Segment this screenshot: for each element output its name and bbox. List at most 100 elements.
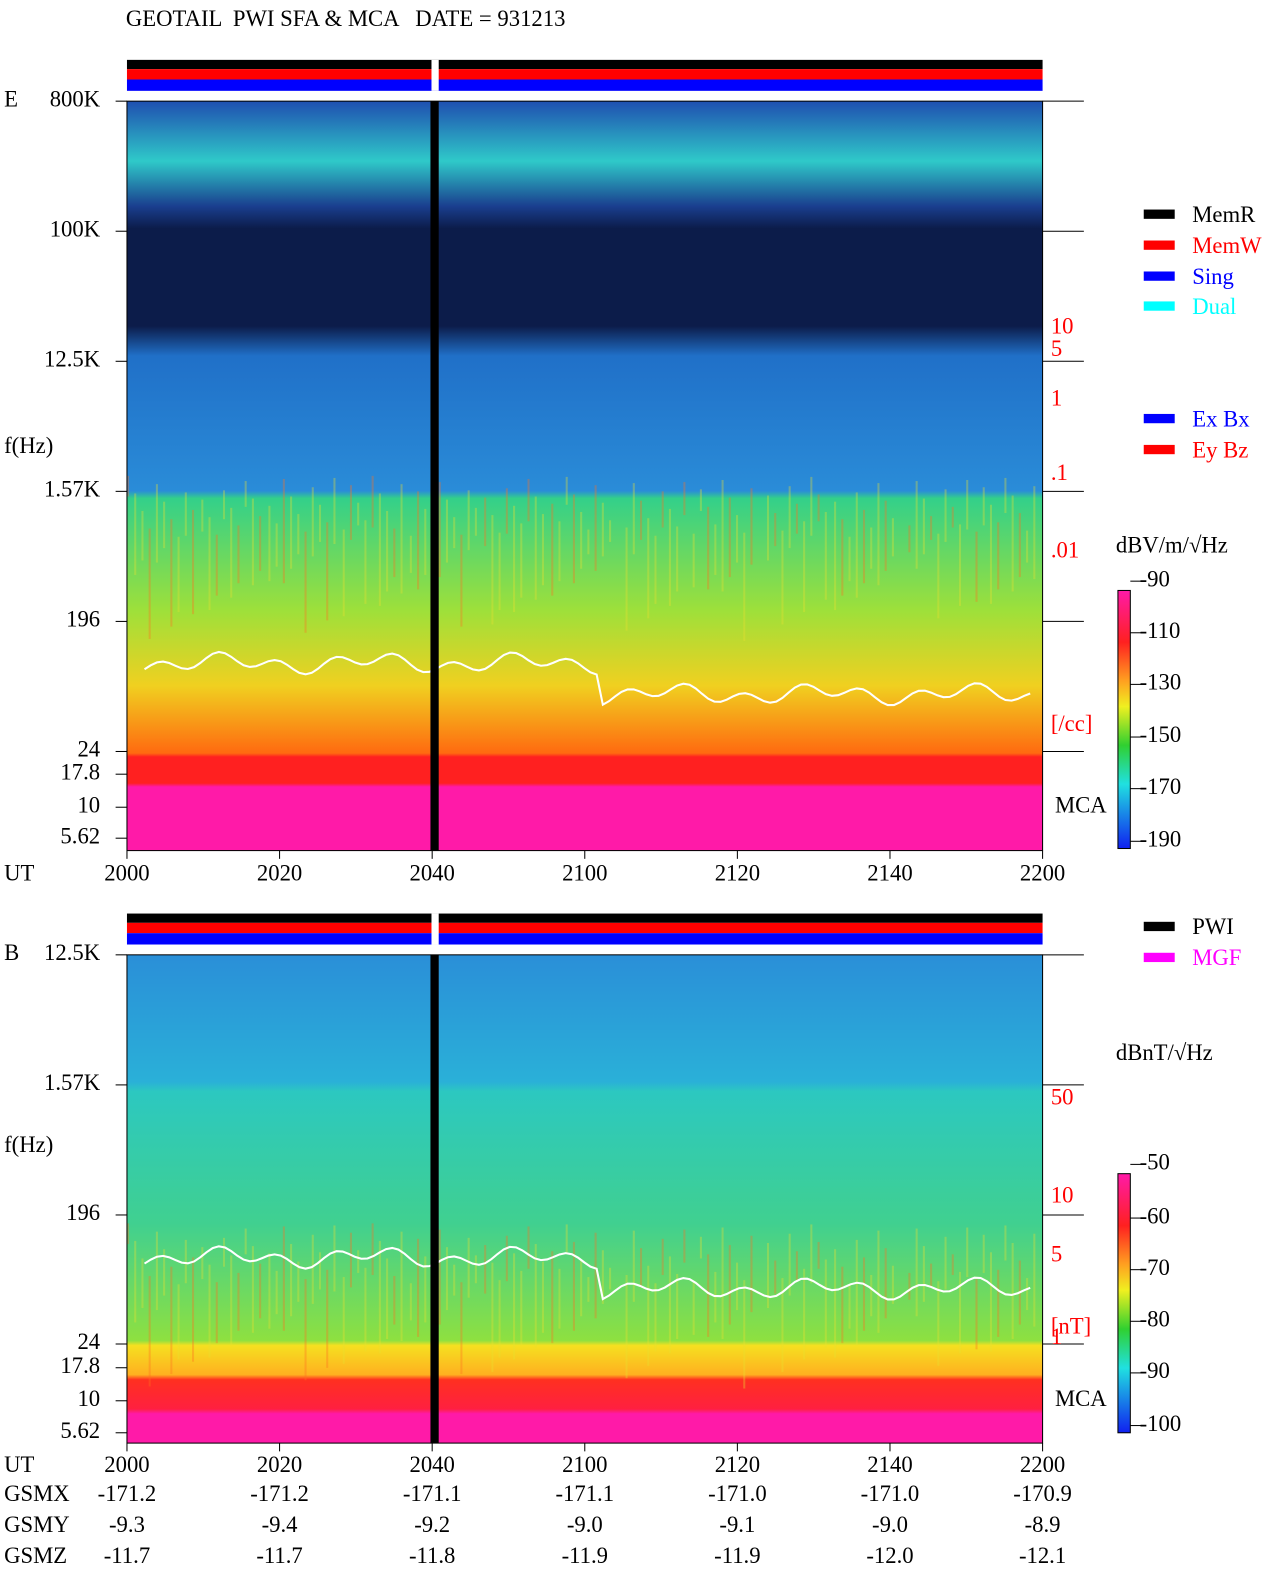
legend-swatch [1143,952,1175,963]
spectrogram-streak [498,532,501,611]
y-tick-label: 800K [50,86,101,111]
orbit-value: -9.1 [719,1512,755,1537]
spectrogram-streak [944,1236,947,1290]
spectrogram-streak [438,482,441,578]
spectrogram-streak [170,1266,173,1375]
y-tick-label: 5.62 [60,823,100,848]
status-bar [126,913,1043,923]
spectrogram-streak [141,510,144,561]
right-tick-label: 10 [1051,1183,1074,1208]
spectrogram-streak [1011,495,1014,592]
x-tick-label: 2200 [1020,1452,1065,1477]
orbit-value: -9.3 [109,1512,145,1537]
spectrogram-streak [966,480,969,530]
spectrogram-streak [163,1249,166,1296]
spectrogram-streak [736,515,739,563]
spectrogram-streak [625,1274,628,1379]
spectrogram-streak [177,1284,180,1360]
spectrogram-streak [774,513,777,547]
spectrogram-streak [275,523,278,567]
orbit-value: -171.0 [708,1481,767,1506]
spectrogram-streak [609,520,612,542]
spectrogram-streak [251,1246,254,1333]
spectrogram-streak [944,489,947,542]
spectrogram-streak [148,528,151,639]
spectrogram-streak [534,1244,537,1348]
spectrogram-streak [326,522,329,621]
orbit-label: GSMY [4,1512,70,1537]
spectrogram-streak [625,527,628,631]
colorbar-tick-label: -110 [1140,618,1181,643]
spectrogram-streak [445,1247,448,1311]
colorbar-tick-label: -60 [1140,1203,1170,1228]
y-tick-label: 12.5K [44,940,101,965]
spectrogram-streak [520,1270,523,1346]
colorbar-tick-label: -170 [1140,774,1182,799]
spectrogram-streak [891,1265,894,1304]
spectrogram-streak [580,1259,583,1317]
spectrogram-streak [937,533,940,619]
spectrogram-streak [484,497,487,547]
spectrogram-streak [558,521,561,582]
spectrogram-streak [781,530,784,625]
spectrogram-streak [326,1269,329,1368]
spectrogram-streak [736,1262,739,1311]
plasma-line [143,650,1031,707]
spectrogram-streak [803,1268,806,1360]
spectrogram-streak [378,493,381,606]
right-tick-label: [nT] [1051,1314,1091,1339]
mca-label: MCA [1055,792,1107,817]
spectrogram-streak [997,1269,1000,1337]
spectrogram-streak [1004,477,1007,514]
spectrogram-streak [192,1257,195,1362]
spectrogram-streak [409,535,412,573]
spectrogram-streak [766,495,770,561]
spectrogram-streak [230,507,233,598]
spectrogram-streak [721,1227,724,1339]
x-axis-label: UT [4,861,34,886]
status-bar [126,69,1043,80]
right-tick-label: 50 [1051,1085,1074,1110]
spectrogram-streak [975,1279,978,1350]
spectrogram-streak [699,1236,702,1259]
spectrogram-streak [975,531,978,602]
spectrogram-streak [126,475,130,497]
colorbar-tick-label: -100 [1140,1411,1182,1436]
x-tick-label: 2020 [257,861,302,886]
spectrogram-streak [870,527,873,569]
spectrogram-streak [609,1267,612,1290]
spectrogram-streak [1026,1278,1029,1311]
spectrogram-streak [297,514,300,555]
spectrogram-streak [558,1268,561,1329]
legend-swatch [1143,413,1175,424]
spectrogram-streak [922,1246,925,1302]
spectrogram-streak [474,507,477,536]
spectrogram-streak [848,536,851,582]
spectrogram-streak [855,1239,858,1346]
spectrogram-streak [177,536,180,613]
x-tick-label: 2100 [562,1452,607,1477]
spectrogram-streak [282,478,285,584]
spectrogram-streak [707,506,710,590]
legend-swatch [1143,240,1175,250]
spectrogram-streak [580,512,583,569]
spectrogram-streak [222,490,226,520]
colorbar-tick-label: -130 [1140,670,1182,695]
spectrogram-streak [750,1235,753,1313]
spectrogram-streak [275,1270,278,1315]
x-tick-label: 2040 [409,861,454,886]
orbit-value: -12.0 [866,1543,913,1568]
spectrogram-streak [841,1266,844,1344]
spectrogram-streak [215,534,218,596]
spectrogram-streak [201,499,204,532]
y-tick-label: 10 [77,1386,100,1411]
spectrogram-streak [297,1261,300,1302]
spectrogram-streak [268,505,271,582]
spectrogram-streak [513,505,516,613]
spectrogram-streak [244,1228,247,1255]
spectrogram-streak [714,524,717,575]
x-tick-label: 2100 [562,861,607,886]
orbit-value: -171.2 [98,1481,157,1506]
legend-label: Sing [1192,264,1234,289]
